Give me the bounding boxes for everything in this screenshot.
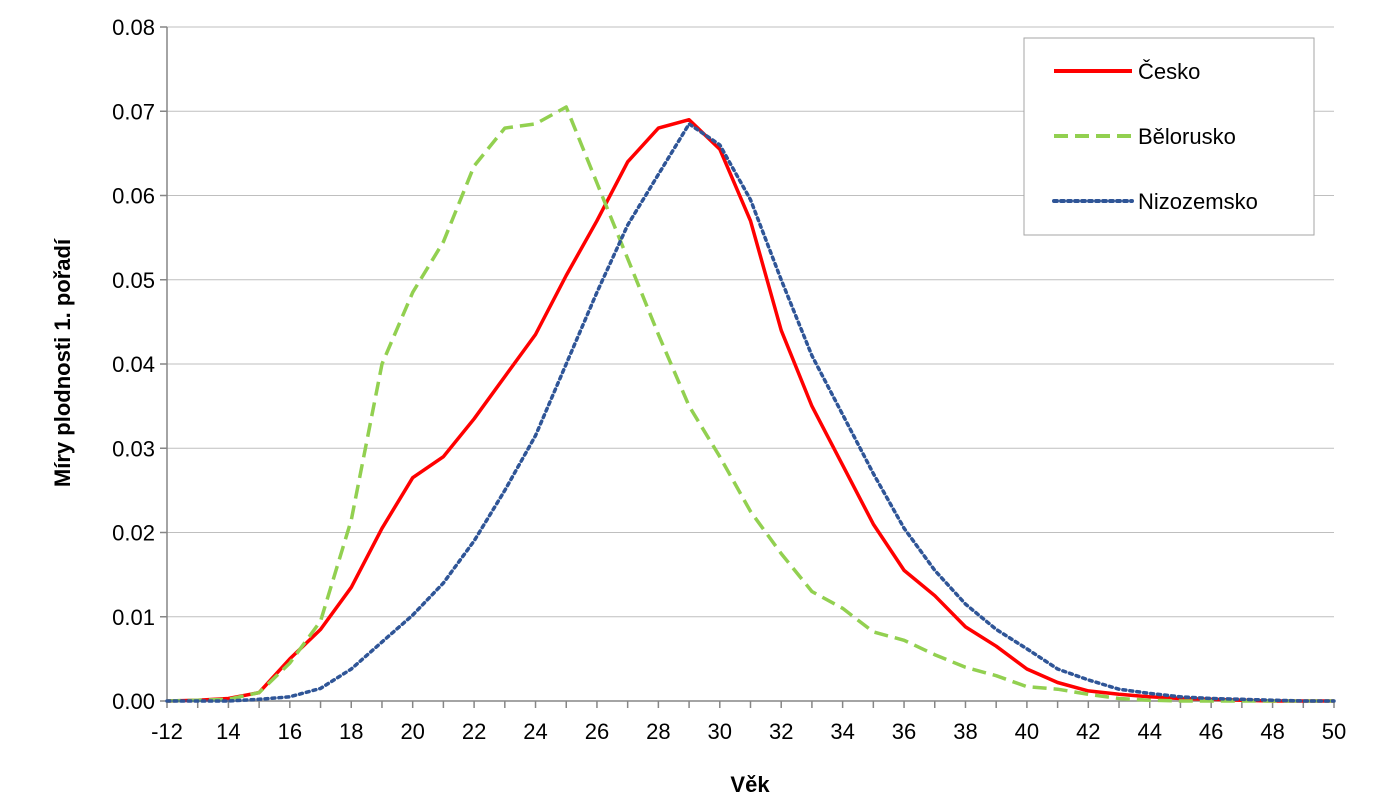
y-tick-label: 0.05: [112, 268, 155, 293]
series-line-3: [165, 122, 1336, 703]
x-axis-title: Věk: [730, 772, 770, 797]
x-tick-label: 38: [953, 719, 977, 744]
x-tick-label: 16: [278, 719, 302, 744]
x-tick-label: 28: [646, 719, 670, 744]
y-tick-label: 0.06: [112, 184, 155, 209]
tick-labels: 0.00 0.01 0.02 0.03 0.04 0.05 0.06 0.07 0.08 -12 1…: [112, 15, 1346, 744]
y-tick-label: 0.03: [112, 436, 155, 461]
y-tick-label: 0.08: [112, 15, 155, 40]
y-tick-label: 0.01: [112, 605, 155, 630]
legend: Česko Bělorusko Nizozemsko: [1023, 37, 1315, 236]
y-tick-label: 0.04: [112, 352, 155, 377]
x-tick-label: 44: [1137, 719, 1161, 744]
x-tick-label: 18: [339, 719, 363, 744]
legend-label-3: Nizozemsko: [1138, 189, 1258, 214]
x-tick-label: -12: [151, 719, 183, 744]
x-tick-label: 32: [769, 719, 793, 744]
x-tick-label: 50: [1322, 719, 1346, 744]
horizontal-gridlines: [167, 26, 1334, 618]
series-line-2: [166, 105, 1334, 703]
x-tick-label: 22: [462, 719, 486, 744]
x-tick-label: 30: [708, 719, 732, 744]
x-tick-label: 40: [1015, 719, 1039, 744]
y-axis-title: Míry plodnosti 1. pořadí: [50, 238, 75, 487]
x-tick-label: 48: [1260, 719, 1284, 744]
x-tick-label: 20: [400, 719, 424, 744]
x-tick-label: 26: [585, 719, 609, 744]
series-line-1: [166, 117, 1334, 703]
x-tick-label: 34: [830, 719, 854, 744]
x-tick-label: 24: [523, 719, 547, 744]
y-tick-label: 0.00: [112, 689, 155, 714]
y-tick-label: 0.07: [112, 99, 155, 124]
y-tick-label: 0.02: [112, 521, 155, 546]
x-tick-label: 42: [1076, 719, 1100, 744]
legend-label-1: Česko: [1138, 59, 1200, 84]
plot-area: [165, 105, 1336, 703]
x-tick-label: 14: [216, 719, 240, 744]
legend-label-2: Bělorusko: [1138, 124, 1236, 149]
x-tick-label: 36: [892, 719, 916, 744]
x-tick-label: 46: [1199, 719, 1223, 744]
